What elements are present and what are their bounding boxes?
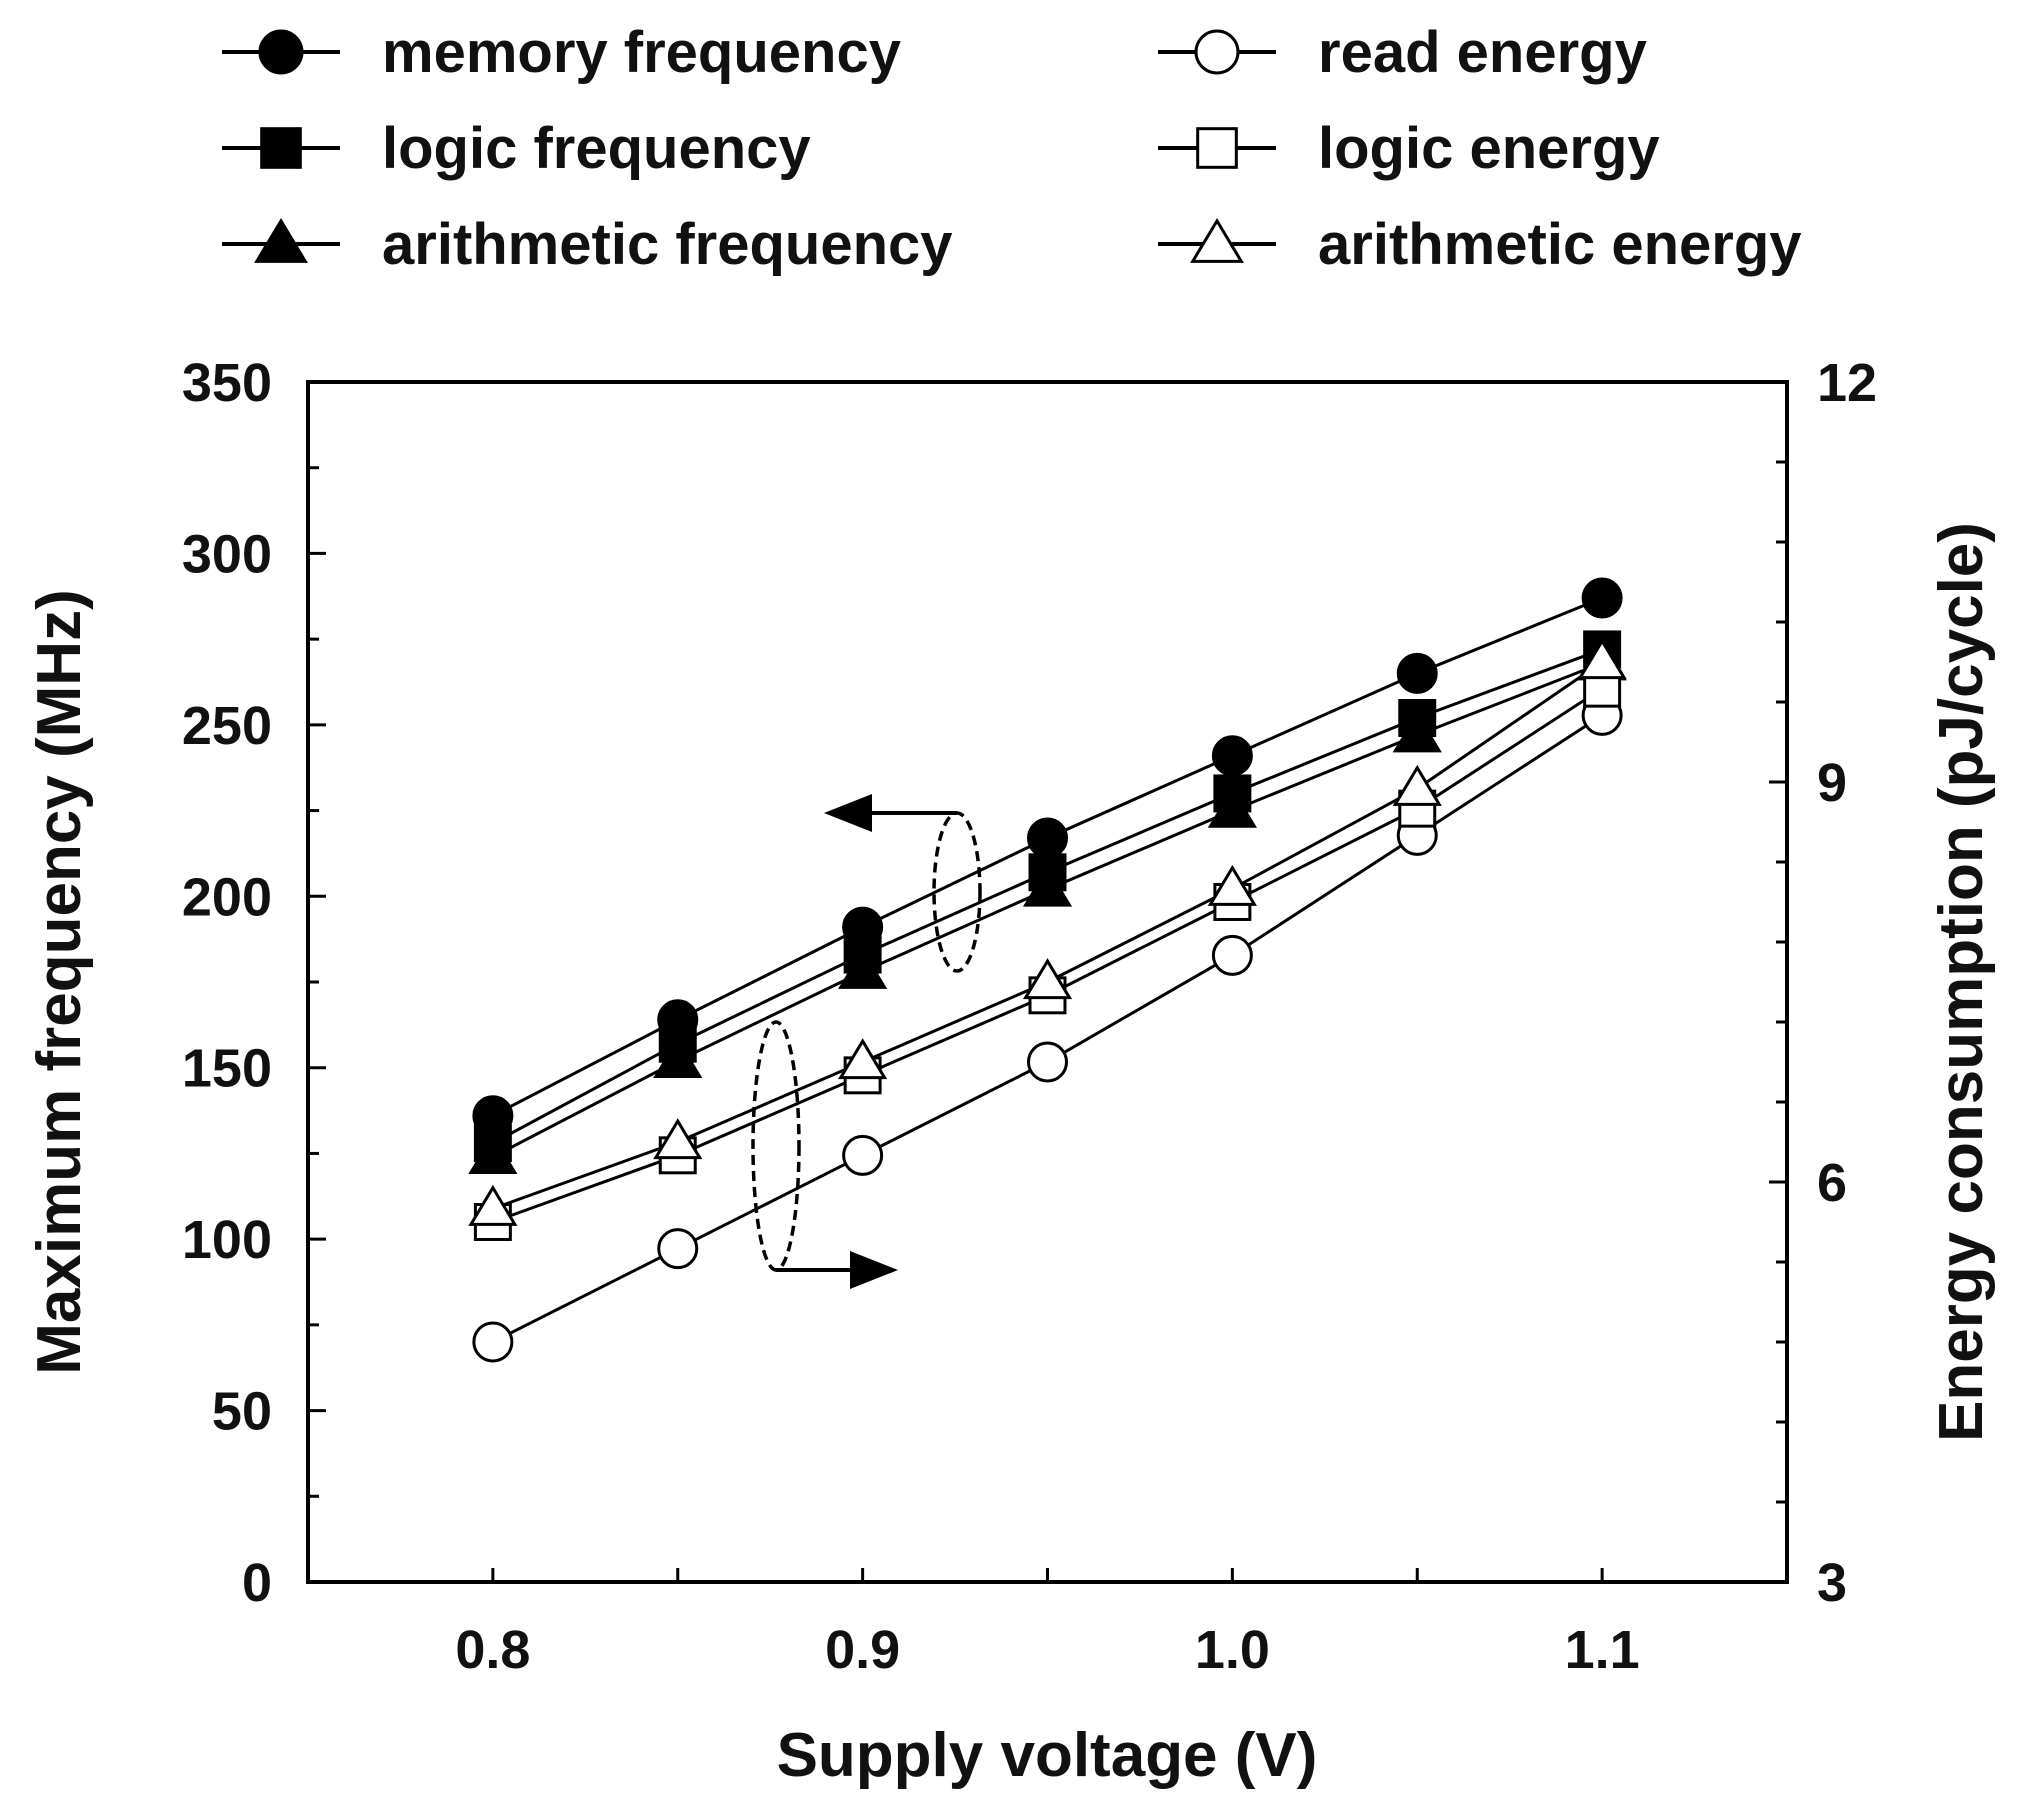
x-tick-label: 1.0 — [1195, 1620, 1270, 1680]
legend-item-arithmetic-energy: arithmetic energy — [1158, 212, 1802, 277]
legend-item-logic-frequency: logic frequency — [222, 116, 811, 181]
legend-marker — [1196, 127, 1238, 169]
legend: memory frequency logic frequency arithmeti… — [222, 20, 1802, 277]
x-tick-label: 0.8 — [455, 1620, 530, 1680]
data-point — [1207, 864, 1257, 906]
x-tick-label: 1.1 — [1565, 1620, 1640, 1680]
axis-ticks: 0.8 0.9 1.0 1.1 0 50 100 150 200 250 300 350 3 6 9 12 — [182, 353, 1877, 1680]
left-y-tick-label: 150 — [182, 1039, 272, 1099]
right-y-tick-label: 12 — [1817, 353, 1877, 413]
energy-group-ellipse — [751, 1020, 801, 1272]
legend-label: read energy — [1318, 20, 1647, 85]
data-point — [1027, 817, 1068, 859]
axis-indicator-annotations — [751, 794, 982, 1289]
left-y-tick-label: 50 — [212, 1382, 272, 1442]
left-y-tick-label: 0 — [242, 1553, 272, 1613]
legend-item-memory-frequency: memory frequency — [222, 20, 901, 85]
data-point — [472, 1321, 514, 1363]
left-y-tick-label: 200 — [182, 867, 272, 927]
data-point — [1027, 1041, 1068, 1083]
right-y-tick-label: 3 — [1817, 1553, 1847, 1613]
x-axis-label: Supply voltage (V) — [777, 1721, 1318, 1790]
left-axis-arrow-head — [824, 794, 872, 832]
legend-label: logic frequency — [382, 116, 811, 181]
data-point — [1581, 577, 1623, 619]
legend-item-read-energy: read energy — [1158, 20, 1647, 85]
data-point — [468, 1184, 518, 1226]
right-y-axis-label: Energy consumption (pJ/cycle) — [1927, 522, 1996, 1442]
series-layer — [468, 577, 1627, 1363]
data-point — [842, 1134, 884, 1176]
legend-label: memory frequency — [382, 20, 901, 85]
data-point — [1022, 958, 1073, 1000]
legend-marker — [1190, 217, 1244, 263]
right-y-tick-label: 9 — [1817, 753, 1847, 813]
legend-item-logic-energy: logic energy — [1158, 116, 1660, 181]
legend-item-arithmetic-frequency: arithmetic frequency — [222, 212, 953, 277]
data-point — [838, 1038, 888, 1080]
data-point — [653, 1118, 703, 1160]
right-y-tick-label: 6 — [1817, 1153, 1847, 1213]
data-point — [468, 1133, 518, 1175]
data-point — [838, 947, 888, 989]
legend-label: arithmetic energy — [1318, 212, 1802, 277]
data-point — [1577, 638, 1627, 680]
series-arithmetic-energy — [468, 638, 1627, 1226]
data-point — [1211, 735, 1253, 777]
legend-marker — [254, 217, 308, 263]
data-point — [657, 1228, 699, 1270]
legend-label: logic energy — [1318, 116, 1660, 181]
series-arithmetic-frequency — [468, 639, 1627, 1175]
data-point — [653, 1037, 703, 1079]
data-point — [1392, 711, 1442, 753]
series-line — [492, 661, 1603, 1159]
x-tick-label: 0.9 — [825, 1620, 900, 1680]
right-axis-arrow-head — [850, 1251, 898, 1289]
legend-label: arithmetic frequency — [382, 212, 953, 277]
legend-marker — [260, 127, 302, 169]
legend-marker — [258, 29, 304, 75]
left-y-tick-label: 250 — [182, 696, 272, 756]
data-point — [1207, 786, 1257, 828]
left-y-tick-label: 100 — [182, 1210, 272, 1270]
legend-marker — [1194, 29, 1240, 75]
left-y-tick-label: 350 — [182, 353, 272, 413]
data-point — [1211, 934, 1253, 976]
series-read-energy — [472, 694, 1623, 1363]
left-y-tick-label: 300 — [182, 524, 272, 584]
data-point — [1392, 764, 1442, 806]
left-y-axis-label: Maximum frequency (MHz) — [25, 589, 94, 1374]
data-point — [1022, 865, 1073, 907]
frequency-group-ellipse — [932, 811, 982, 973]
data-point — [1396, 652, 1438, 694]
